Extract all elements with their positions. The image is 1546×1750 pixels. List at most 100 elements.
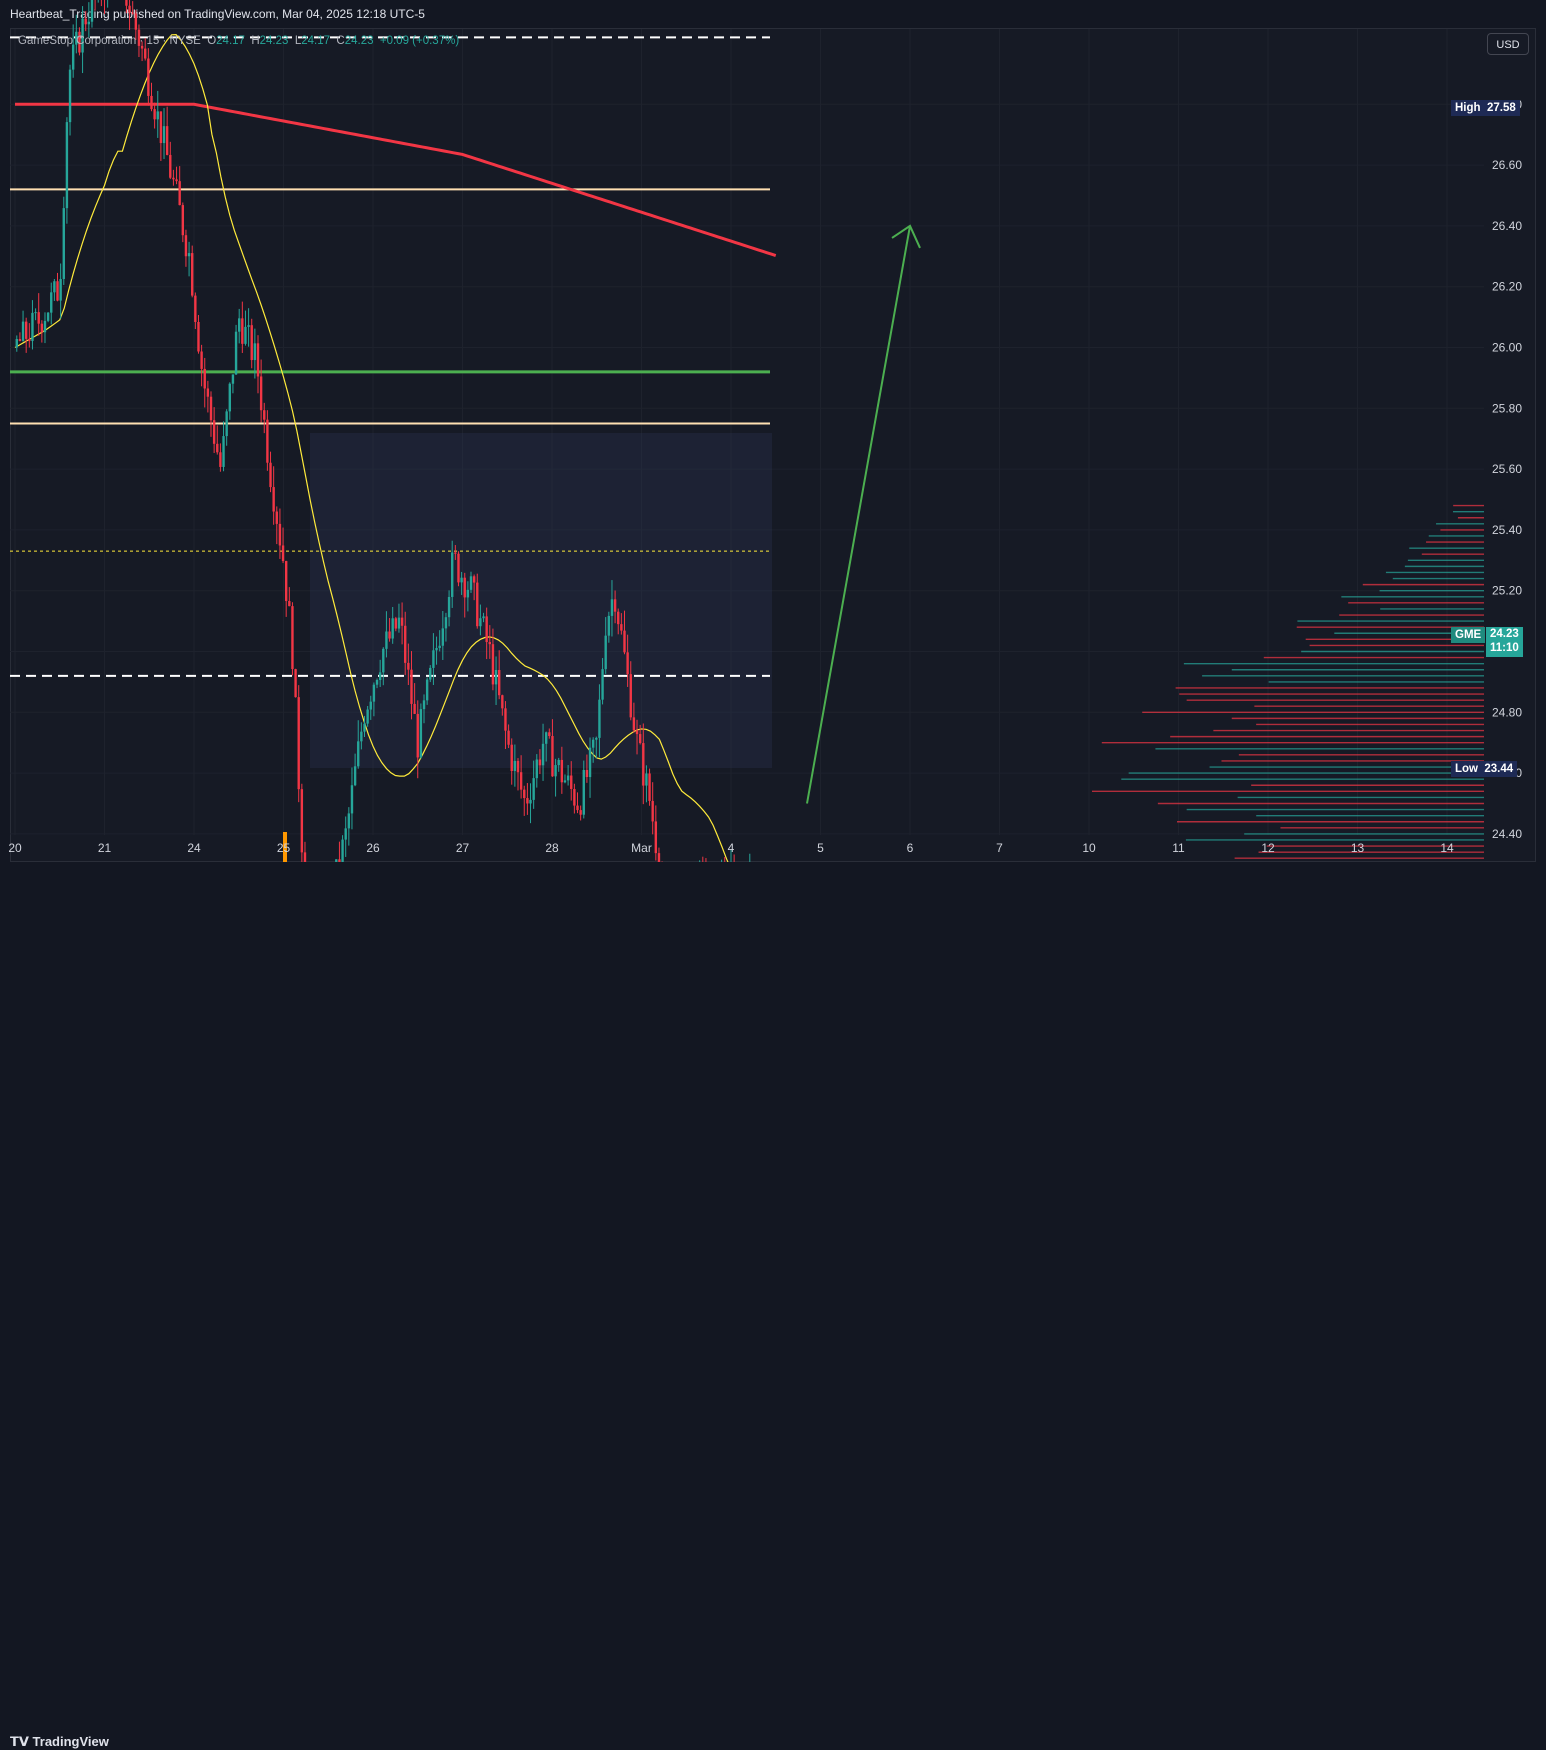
candle-body	[150, 96, 152, 109]
candle-body	[235, 332, 237, 375]
candle-body	[470, 576, 472, 590]
candle-body	[388, 631, 390, 638]
low-label: Low	[1455, 763, 1478, 775]
candle-body	[257, 343, 259, 376]
candle-body	[301, 789, 303, 852]
candle-body	[523, 790, 525, 798]
range-box	[310, 433, 772, 768]
currency-button[interactable]: USD	[1487, 33, 1529, 55]
candle-body	[395, 618, 397, 628]
x-tick-8: 4	[728, 841, 735, 855]
candle-body	[589, 748, 591, 777]
candle-body	[200, 351, 202, 368]
candle-body	[22, 322, 24, 341]
candle-body	[279, 524, 281, 546]
low-tag: Low 23.44	[1451, 761, 1517, 777]
candle-body	[345, 828, 347, 839]
tv-icon: 𝗧𝗩	[10, 1734, 33, 1749]
candle-body	[59, 279, 61, 301]
tradingview-logo[interactable]: 𝗧𝗩 TradingView	[10, 1734, 109, 1750]
candle-body	[16, 339, 18, 347]
candle-body	[53, 281, 55, 292]
candle-body	[429, 668, 431, 680]
x-tick-1: 21	[98, 841, 112, 855]
candle-body	[276, 512, 278, 524]
y-tick-4: 26.20	[1492, 280, 1522, 294]
candle-body	[298, 697, 300, 789]
candle-body	[370, 702, 372, 710]
x-tick-4: 26	[366, 841, 380, 855]
candle-body	[561, 760, 563, 782]
candle-body	[548, 732, 550, 736]
candle-body	[570, 776, 572, 789]
candle-body	[160, 111, 162, 143]
candle-body	[586, 770, 588, 777]
high-label: High	[1455, 102, 1481, 114]
candle-body	[435, 648, 437, 650]
candle-body	[169, 155, 171, 178]
y-tick-3: 26.40	[1492, 219, 1522, 233]
y-tick-2: 26.60	[1492, 158, 1522, 172]
candle-body	[420, 709, 422, 757]
candle-body	[423, 700, 425, 709]
candle-body	[391, 618, 393, 638]
candle-body	[410, 670, 412, 704]
x-tick-15: 13	[1351, 841, 1365, 855]
candle-body	[357, 741, 359, 766]
candle-body	[554, 765, 556, 776]
candle-body	[454, 553, 456, 554]
candle-body	[495, 670, 497, 684]
candle-body	[294, 669, 296, 697]
candle-body	[636, 730, 638, 734]
candle-body	[147, 59, 149, 96]
legend-h-label: H	[251, 35, 259, 47]
candle-body	[507, 731, 509, 745]
x-tick-0: 20	[8, 841, 22, 855]
ticker-tag: GME	[1451, 627, 1485, 643]
candle-body	[185, 235, 187, 256]
projection-arrow	[807, 226, 920, 804]
candle-body	[50, 292, 52, 312]
candle-body	[251, 325, 253, 360]
candle-body	[467, 590, 469, 598]
x-tick-7: Mar	[631, 841, 652, 855]
volume-profile	[1092, 506, 1484, 897]
legend-high: 24.23	[260, 35, 289, 47]
legend-change: +0.09 (+0.37%)	[380, 35, 459, 47]
candle-body	[551, 736, 553, 776]
candle-body	[247, 325, 249, 327]
last-price: 24.23	[1490, 627, 1519, 641]
candle-body	[620, 624, 622, 630]
candle-body	[426, 680, 428, 701]
candle-body	[222, 436, 224, 467]
candle-body	[25, 322, 27, 339]
y-tick-5: 26.00	[1492, 341, 1522, 355]
candle-body	[72, 45, 74, 70]
candle-body	[135, 13, 137, 29]
candle-body	[545, 732, 547, 744]
candle-body	[498, 670, 500, 695]
candle-body	[564, 780, 566, 782]
candle-body	[479, 618, 481, 626]
candle-body	[605, 636, 607, 669]
legend-o-label: O	[207, 35, 216, 47]
bar-countdown: 11:10	[1490, 641, 1519, 655]
candle-body	[172, 178, 174, 180]
candle-body	[608, 616, 610, 636]
y-tick-8: 25.40	[1492, 523, 1522, 537]
candle-body	[617, 612, 619, 624]
candle-body	[207, 388, 209, 396]
candle-body	[260, 376, 262, 410]
brand-name: TradingView	[33, 1734, 109, 1749]
candle-body	[651, 801, 653, 821]
candle-body	[489, 642, 491, 644]
candle-body	[576, 806, 578, 811]
candle-body	[501, 695, 503, 708]
candle-body	[288, 601, 290, 606]
candle-body	[188, 253, 190, 256]
candle-body	[66, 122, 68, 208]
x-tick-10: 6	[907, 841, 914, 855]
candle-body	[645, 773, 647, 785]
